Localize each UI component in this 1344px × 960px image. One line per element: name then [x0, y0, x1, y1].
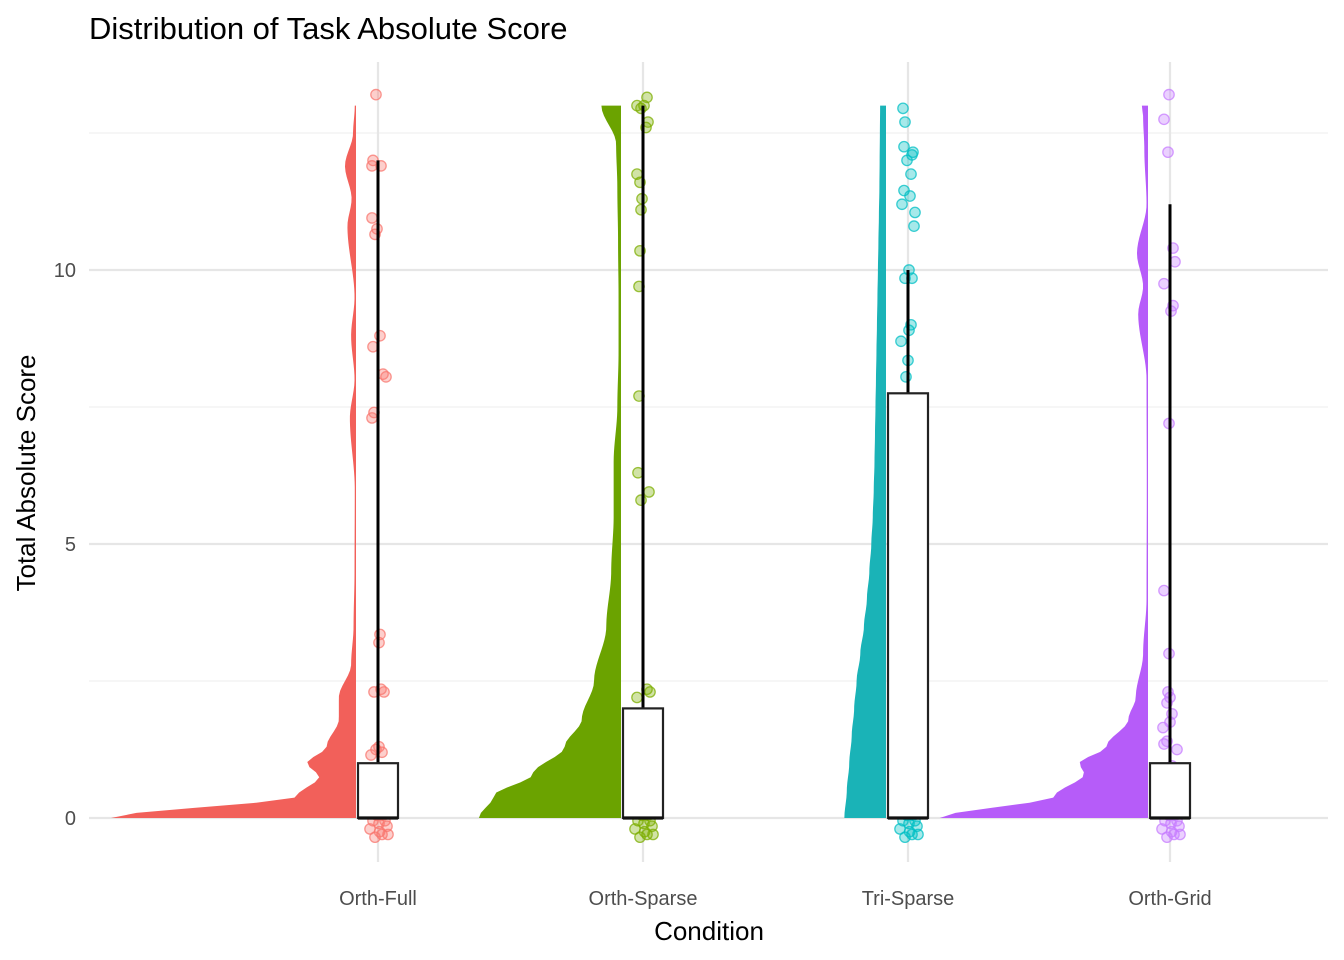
- x-tick-label: Orth-Full: [339, 888, 417, 910]
- x-axis-title: Condition: [654, 916, 764, 946]
- data-point: [897, 102, 909, 115]
- data-point: [365, 749, 377, 761]
- data-point: [380, 371, 392, 383]
- data-point: [898, 184, 910, 197]
- x-tick-label: Orth-Sparse: [589, 888, 698, 910]
- data-point: [1166, 708, 1178, 720]
- data-point: [382, 828, 394, 841]
- data-point: [644, 686, 656, 698]
- data-point: [899, 116, 911, 128]
- data-point: [635, 102, 647, 115]
- data-point: [896, 198, 908, 211]
- data-point: [647, 828, 659, 841]
- data-point: [908, 220, 920, 233]
- y-tick-label: 5: [65, 534, 76, 556]
- density-layer: [111, 105, 1148, 819]
- chart-title: Distribution of Task Absolute Score: [89, 11, 567, 46]
- data-point: [907, 146, 919, 159]
- data-point: [909, 206, 921, 219]
- box: [886, 392, 930, 820]
- jitter-points-layer: [363, 88, 1186, 844]
- data-point: [895, 335, 907, 348]
- data-point: [898, 140, 910, 153]
- data-point: [374, 329, 386, 342]
- data-point: [370, 88, 382, 101]
- data-point: [635, 203, 647, 216]
- data-point: [900, 371, 912, 383]
- data-point: [1158, 584, 1170, 597]
- x-tick-label: Tri-Sparse: [862, 888, 955, 910]
- density-orth-full: [111, 105, 356, 819]
- y-tick-label: 10: [54, 260, 76, 282]
- data-point: [1162, 146, 1174, 159]
- data-point: [374, 628, 386, 641]
- y-tick-label: 0: [65, 808, 76, 830]
- y-tick-labels: 0 5 10: [54, 260, 76, 830]
- data-point: [1162, 686, 1174, 698]
- x-tick-label: Orth-Grid: [1128, 888, 1211, 910]
- density-orth-grid: [939, 105, 1148, 819]
- data-point: [631, 168, 643, 180]
- boxplot-layer: [356, 105, 1192, 820]
- box: [1148, 762, 1192, 820]
- data-point: [1171, 743, 1183, 756]
- x-tick-labels: Orth-Full Orth-Sparse Tri-Sparse Orth-Grid: [339, 888, 1212, 910]
- data-point: [912, 828, 924, 841]
- density-orth-sparse: [478, 105, 621, 819]
- density-tri-sparse: [844, 105, 886, 819]
- data-point: [643, 486, 655, 498]
- data-point: [366, 212, 378, 224]
- data-point: [641, 91, 653, 104]
- box: [621, 707, 665, 820]
- y-axis-title: Total Absolute Score: [11, 354, 41, 591]
- data-point: [1158, 277, 1170, 290]
- data-point: [1174, 828, 1186, 841]
- data-point: [1158, 113, 1170, 126]
- data-point: [631, 691, 643, 704]
- data-point: [1163, 88, 1175, 101]
- data-point: [905, 168, 917, 180]
- data-point: [635, 494, 647, 507]
- box: [356, 762, 400, 820]
